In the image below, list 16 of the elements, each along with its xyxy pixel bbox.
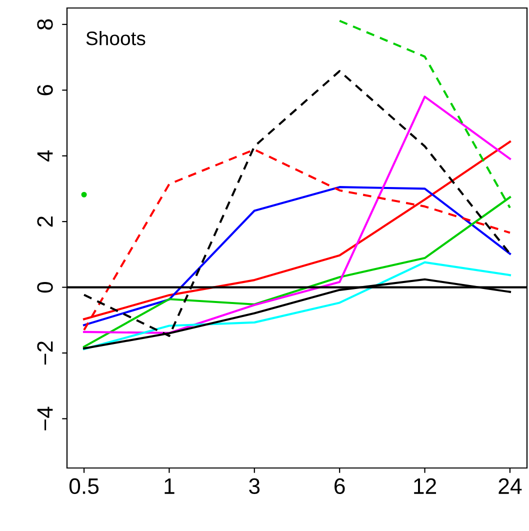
x-tick-label: 6 <box>334 478 345 494</box>
x-tick-label: 0.5 <box>69 478 99 494</box>
y-tick-label: 2 <box>37 216 53 227</box>
y-tick-label: 8 <box>37 19 53 30</box>
line-series <box>82 261 512 350</box>
annotation: Shoots <box>86 31 146 46</box>
x-tick-label: 3 <box>249 478 260 494</box>
y-tick-label: −2 <box>37 341 53 365</box>
y-tick-label: −4 <box>37 406 53 430</box>
x-tick-label: 24 <box>498 478 522 494</box>
y-tick-label: 6 <box>37 84 53 96</box>
line-series <box>82 186 512 326</box>
x-tick-label: 12 <box>414 478 436 494</box>
y-tick-label: 0 <box>37 282 53 293</box>
y-tick-label: 4 <box>37 150 53 162</box>
x-tick-label: 1 <box>164 478 174 494</box>
